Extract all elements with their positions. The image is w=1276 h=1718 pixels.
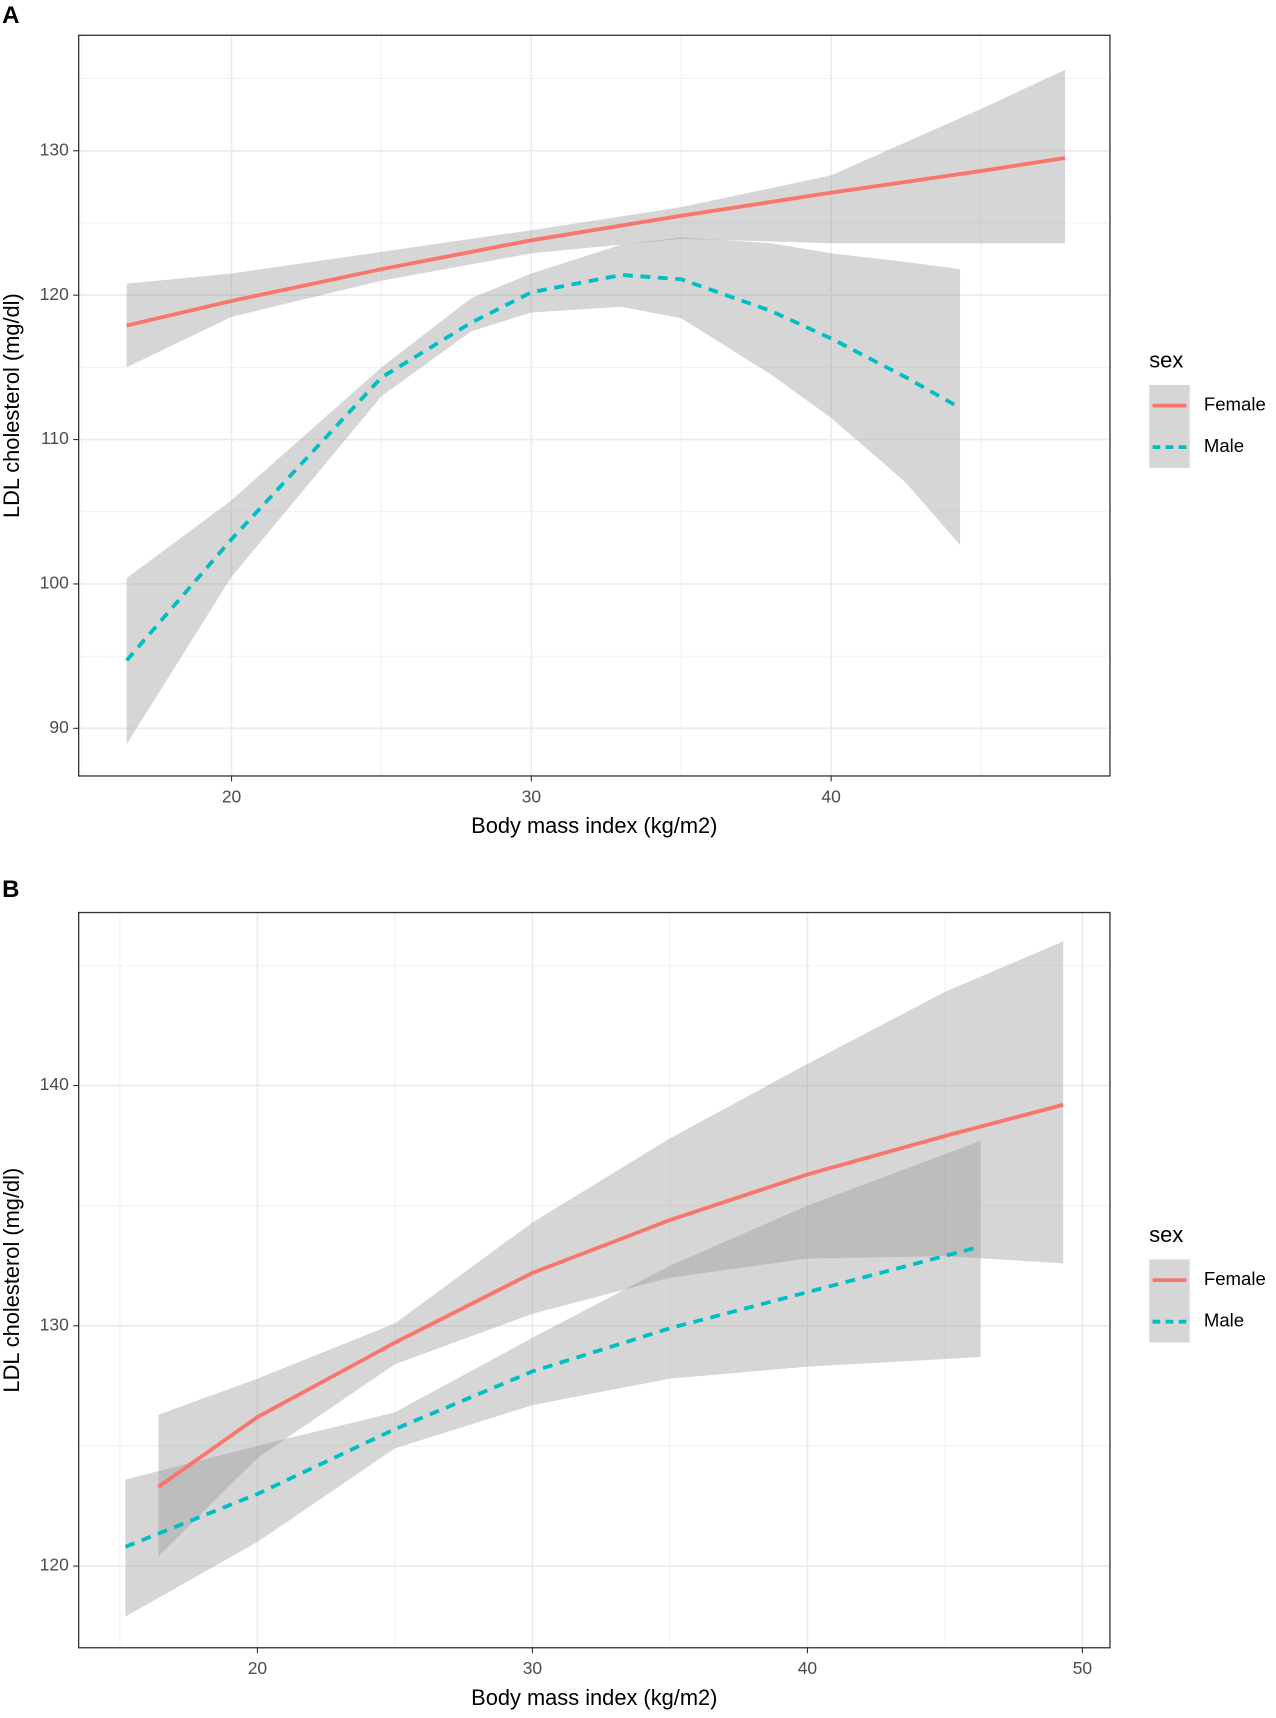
y-axis-title: LDL cholesterol (mg/dl): [0, 1168, 24, 1393]
x-axis-title: Body mass index (kg/m2): [471, 1685, 717, 1710]
x-axis-title: Body mass index (kg/m2): [471, 813, 717, 838]
panel-label: A: [2, 2, 19, 29]
plot-border: [78, 34, 1111, 777]
line: [126, 156, 1066, 328]
y-tick-label: 120: [40, 284, 69, 304]
y-tick-label: 130: [40, 1314, 69, 1334]
legend-label: Male: [1204, 1310, 1244, 1331]
y-axis-title: LDL cholesterol (mg/dl): [0, 293, 24, 518]
line: [157, 1102, 1064, 1489]
x-tick-label: 40: [821, 786, 841, 806]
y-tick-label: 140: [40, 1074, 69, 1094]
y-tick-label: 110: [41, 428, 69, 448]
x-tick-label: 40: [798, 1658, 818, 1678]
plot-background: [78, 35, 1110, 776]
confidence-band: [126, 69, 1065, 368]
x-tick-label: 30: [523, 1658, 543, 1678]
line: [124, 1244, 982, 1549]
legend-title: sex: [1149, 1222, 1183, 1247]
x-tick-label: 30: [522, 786, 542, 806]
legend-label: Female: [1204, 1268, 1266, 1289]
y-tick-label: 100: [40, 573, 69, 593]
x-tick-label: 50: [1073, 1658, 1093, 1678]
confidence-band: [158, 941, 1064, 1557]
legend-label: Male: [1204, 435, 1244, 456]
confidence-band: [126, 237, 961, 745]
x-tick-label: 20: [248, 1658, 268, 1678]
legend-title: sex: [1149, 348, 1183, 373]
confidence-band: [125, 1140, 981, 1617]
plot-background: [78, 912, 1110, 1648]
panel-label: B: [2, 876, 19, 903]
x-tick-label: 20: [222, 786, 242, 806]
y-tick-label: 90: [49, 717, 69, 737]
line: [125, 273, 961, 662]
y-tick-label: 120: [40, 1555, 69, 1575]
plot-border: [78, 911, 1111, 1649]
y-tick-label: 130: [40, 139, 69, 159]
legend-label: Female: [1204, 394, 1266, 415]
